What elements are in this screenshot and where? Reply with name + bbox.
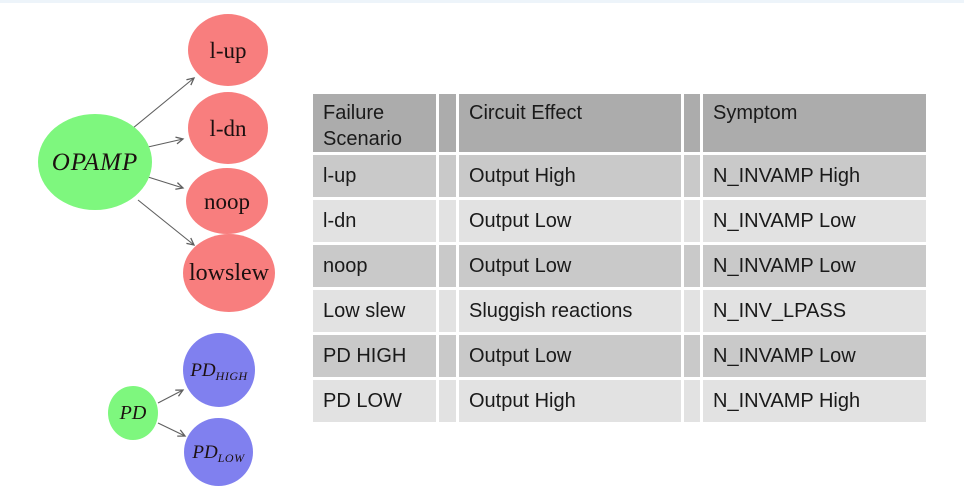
table-spacer-cell <box>684 290 700 332</box>
table-cell: N_INV_LPASS <box>703 290 926 332</box>
node-noop: noop <box>186 168 268 234</box>
edge-opamp-noop <box>147 176 185 190</box>
table-cell: Output Low <box>459 245 681 287</box>
node-lowslew-label: lowslew <box>189 260 269 286</box>
table-spacer-cell <box>684 380 700 422</box>
table-spacer-cell <box>684 335 700 377</box>
table-spacer-cell <box>439 245 456 287</box>
table-cell: N_INVAMP High <box>703 380 926 422</box>
table-cell: N_INVAMP Low <box>703 335 926 377</box>
node-pd-low: PDLOW <box>184 418 253 486</box>
table-cell: Output Low <box>459 200 681 242</box>
table-spacer-cell <box>684 245 700 287</box>
edge-pd-pdhigh <box>157 389 185 404</box>
node-opamp: OPAMP <box>38 114 152 210</box>
table-header-spacer <box>684 94 700 152</box>
table-cell: Output High <box>459 380 681 422</box>
table-spacer-cell <box>439 155 456 197</box>
window-top-edge <box>0 0 964 3</box>
table-cell: l-dn <box>313 200 436 242</box>
node-opamp-label: OPAMP <box>51 148 139 176</box>
table-header-spacer <box>439 94 456 152</box>
table-spacer-cell <box>439 290 456 332</box>
node-pd-low-label: PDLOW <box>192 441 245 465</box>
table-header-circuit-effect: Circuit Effect <box>459 94 681 152</box>
table-spacer-cell <box>684 155 700 197</box>
node-l-dn-label: l-dn <box>209 115 247 141</box>
table-spacer-cell <box>439 380 456 422</box>
node-pd-low-subscript: LOW <box>217 450 245 465</box>
node-pd-high-label: PDHIGH <box>190 359 248 383</box>
table-spacer-cell <box>439 335 456 377</box>
table-spacer-cell <box>684 200 700 242</box>
node-pd-high-subscript: HIGH <box>215 368 248 383</box>
table-cell: N_INVAMP Low <box>703 245 926 287</box>
table-cell: N_INVAMP High <box>703 155 926 197</box>
edge-opamp-lup <box>132 77 196 129</box>
node-l-up-label: l-up <box>209 37 247 63</box>
table-header-failure-scenario: Failure Scenario <box>313 94 436 152</box>
table-cell: Low slew <box>313 290 436 332</box>
node-l-dn: l-dn <box>188 92 268 164</box>
edge-opamp-ldn <box>147 136 185 148</box>
table-cell: Output Low <box>459 335 681 377</box>
edge-opamp-lowslew <box>137 199 196 246</box>
node-pd-label: PD <box>119 402 147 424</box>
table-cell: N_INVAMP Low <box>703 200 926 242</box>
table-cell: PD HIGH <box>313 335 436 377</box>
table-spacer-cell <box>439 200 456 242</box>
node-pd-high: PDHIGH <box>183 333 255 407</box>
node-noop-label: noop <box>204 188 250 214</box>
table-cell: l-up <box>313 155 436 197</box>
edge-pd-pdlow <box>157 422 187 437</box>
table-header-symptom: Symptom <box>703 94 926 152</box>
node-pd: PD <box>108 386 158 440</box>
table-cell: Sluggish reactions <box>459 290 681 332</box>
table-cell: PD LOW <box>313 380 436 422</box>
failure-scenario-table: Failure Scenario Circuit Effect Symptom … <box>313 94 926 422</box>
node-lowslew: lowslew <box>183 234 275 312</box>
table-cell: Output High <box>459 155 681 197</box>
node-l-up: l-up <box>188 14 268 86</box>
table-cell: noop <box>313 245 436 287</box>
